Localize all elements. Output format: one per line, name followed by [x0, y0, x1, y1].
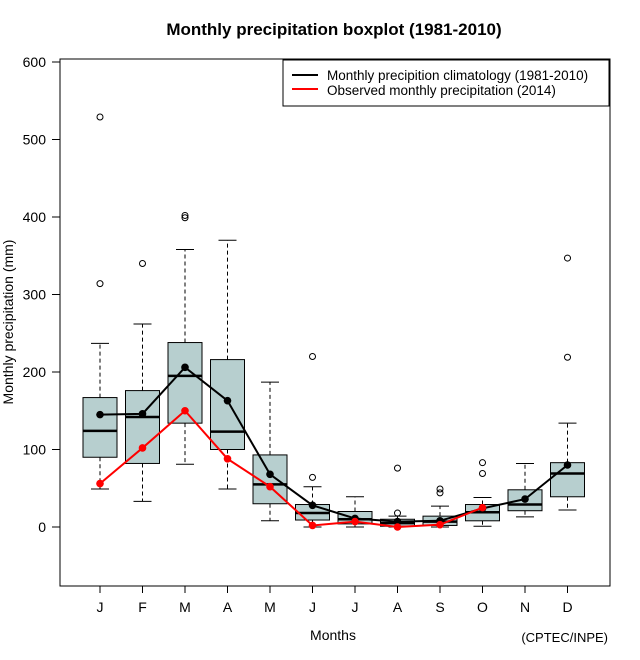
y-tick-label: 200	[23, 364, 47, 380]
series-point-1	[351, 517, 359, 526]
box-9	[465, 459, 500, 527]
outlier-point	[181, 211, 189, 219]
box-2	[167, 211, 203, 465]
outlier-point	[139, 260, 146, 267]
series-point-1	[393, 523, 402, 531]
box-iqr	[252, 454, 288, 505]
outlier-point	[479, 459, 486, 467]
legend: Monthly precipition climatology (1981-20…	[282, 59, 610, 107]
x-tick-label: J	[97, 599, 104, 615]
y-axis-label: Monthly precipitation (mm)	[0, 240, 16, 405]
y-axis: 0 100 200 300 400 500 600	[23, 54, 60, 535]
series-point-0	[138, 410, 147, 418]
series-line-1	[99, 409, 483, 529]
outlier-point	[394, 509, 401, 517]
y-tick-label: 500	[23, 132, 47, 148]
y-tick-label: 100	[23, 442, 47, 458]
outlier-point	[479, 470, 486, 478]
box-4	[252, 381, 288, 522]
outlier-point	[564, 353, 571, 361]
series-point-1	[181, 406, 189, 415]
x-axis-label: Months	[310, 627, 356, 643]
series-point-1	[138, 444, 147, 452]
series-point-0	[223, 396, 232, 405]
series-point-0	[521, 495, 529, 503]
series-point-1	[96, 479, 104, 488]
outlier-point	[309, 353, 316, 360]
outlier-point	[309, 473, 316, 481]
series-point-0	[181, 363, 189, 372]
legend-box	[282, 59, 610, 107]
x-tick-label: S	[435, 599, 444, 615]
x-tick-label: A	[393, 599, 403, 615]
box-7	[380, 464, 415, 528]
series-point-0	[308, 501, 317, 510]
legend-label-observed: Observed monthly precipitation (2014)	[327, 83, 556, 98]
x-tick-label: O	[477, 599, 488, 615]
outlier-point	[436, 489, 444, 497]
plot-frame	[59, 58, 611, 587]
series-point-0	[266, 470, 274, 479]
legend-label-climatology: Monthly precipition climatology (1981-20…	[327, 68, 588, 83]
x-tick-label: D	[562, 599, 572, 615]
series-point-0	[563, 461, 572, 469]
chart-title: Monthly precipitation boxplot (1981-2010…	[166, 20, 501, 39]
series-point-1	[266, 482, 274, 491]
box-11	[550, 254, 585, 511]
box-0	[82, 113, 118, 490]
box-iqr	[82, 397, 118, 458]
box-1	[125, 260, 160, 502]
x-tick-label: J	[352, 599, 359, 615]
x-tick-label: M	[264, 599, 276, 615]
box-5	[295, 353, 330, 528]
x-tick-label: F	[138, 599, 147, 615]
boxes	[82, 113, 585, 528]
series-point-1	[436, 520, 444, 529]
outlier-point	[394, 464, 401, 472]
y-tick-label: 0	[38, 519, 46, 535]
x-tick-label: J	[309, 599, 316, 615]
outlier-point	[564, 254, 571, 262]
series-point-1	[223, 455, 232, 463]
y-tick-label: 400	[23, 209, 47, 225]
series-point-1	[478, 503, 487, 512]
y-tick-label: 300	[23, 287, 47, 303]
x-tick-label: A	[223, 599, 233, 615]
series-point-0	[96, 410, 104, 419]
series-point-0	[393, 517, 402, 526]
box-3	[210, 239, 245, 490]
series-point-1	[308, 521, 317, 530]
x-tick-label: M	[179, 599, 191, 615]
outlier-point	[96, 113, 104, 121]
credit-text: (CPTEC/INPE)	[521, 630, 608, 645]
outlier-point	[181, 214, 189, 222]
x-tick-label: N	[520, 599, 530, 615]
box-iqr	[210, 359, 245, 451]
y-tick-label: 600	[23, 54, 47, 70]
series-line-0	[99, 365, 569, 523]
outlier-point	[436, 485, 444, 493]
outlier-point	[96, 280, 104, 288]
series-lines	[96, 363, 572, 531]
